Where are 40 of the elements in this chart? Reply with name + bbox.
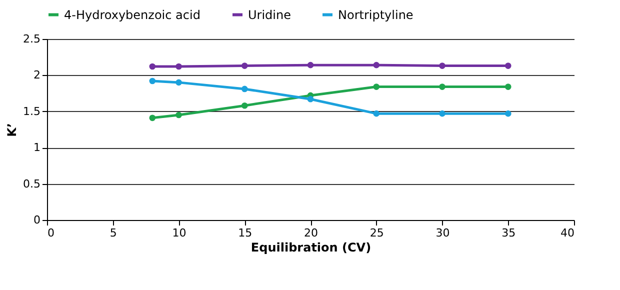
x-tick-label: 0 [48, 226, 54, 240]
point [241, 86, 248, 92]
x-tick-label: 30 [436, 226, 450, 240]
y-tick-label: 0.5 [23, 177, 40, 190]
y-tick-label: 0 [34, 214, 40, 226]
y-axis-title: K’ [5, 123, 20, 137]
point [307, 96, 314, 102]
legend-label: Uridine [248, 8, 291, 22]
point [149, 78, 156, 84]
x-tick-label: 15 [238, 226, 252, 240]
point [439, 110, 446, 117]
point [373, 110, 380, 117]
point [373, 84, 380, 90]
point [373, 62, 380, 68]
point [439, 84, 446, 90]
x-tick-label: 40 [560, 226, 574, 240]
y-tick-label: 2.5 [23, 32, 40, 46]
point [176, 79, 182, 86]
point [307, 62, 314, 68]
y-tick-label: 1 [34, 141, 40, 154]
x-tick-label: 25 [370, 226, 384, 240]
x-tick-label: 20 [304, 226, 318, 240]
point [504, 62, 512, 69]
point [439, 62, 446, 69]
point [241, 62, 248, 69]
point [504, 84, 512, 90]
y-tick-label: 2 [34, 68, 40, 82]
point [149, 63, 156, 70]
y-tick-label: 1.5 [23, 104, 40, 118]
point [176, 112, 182, 118]
legend-label: 4-Hydroxybenzoic acid [64, 8, 200, 22]
legend-label: Nortriptyline [338, 8, 414, 22]
x-tick-label: 35 [502, 226, 516, 240]
x-tick-label: 5 [110, 226, 117, 240]
point [504, 110, 512, 117]
x-axis-title: Equilibration (CV) [250, 240, 372, 254]
point [149, 114, 156, 122]
point [176, 63, 182, 70]
point [241, 102, 248, 109]
x-tick-label: 10 [172, 226, 186, 240]
